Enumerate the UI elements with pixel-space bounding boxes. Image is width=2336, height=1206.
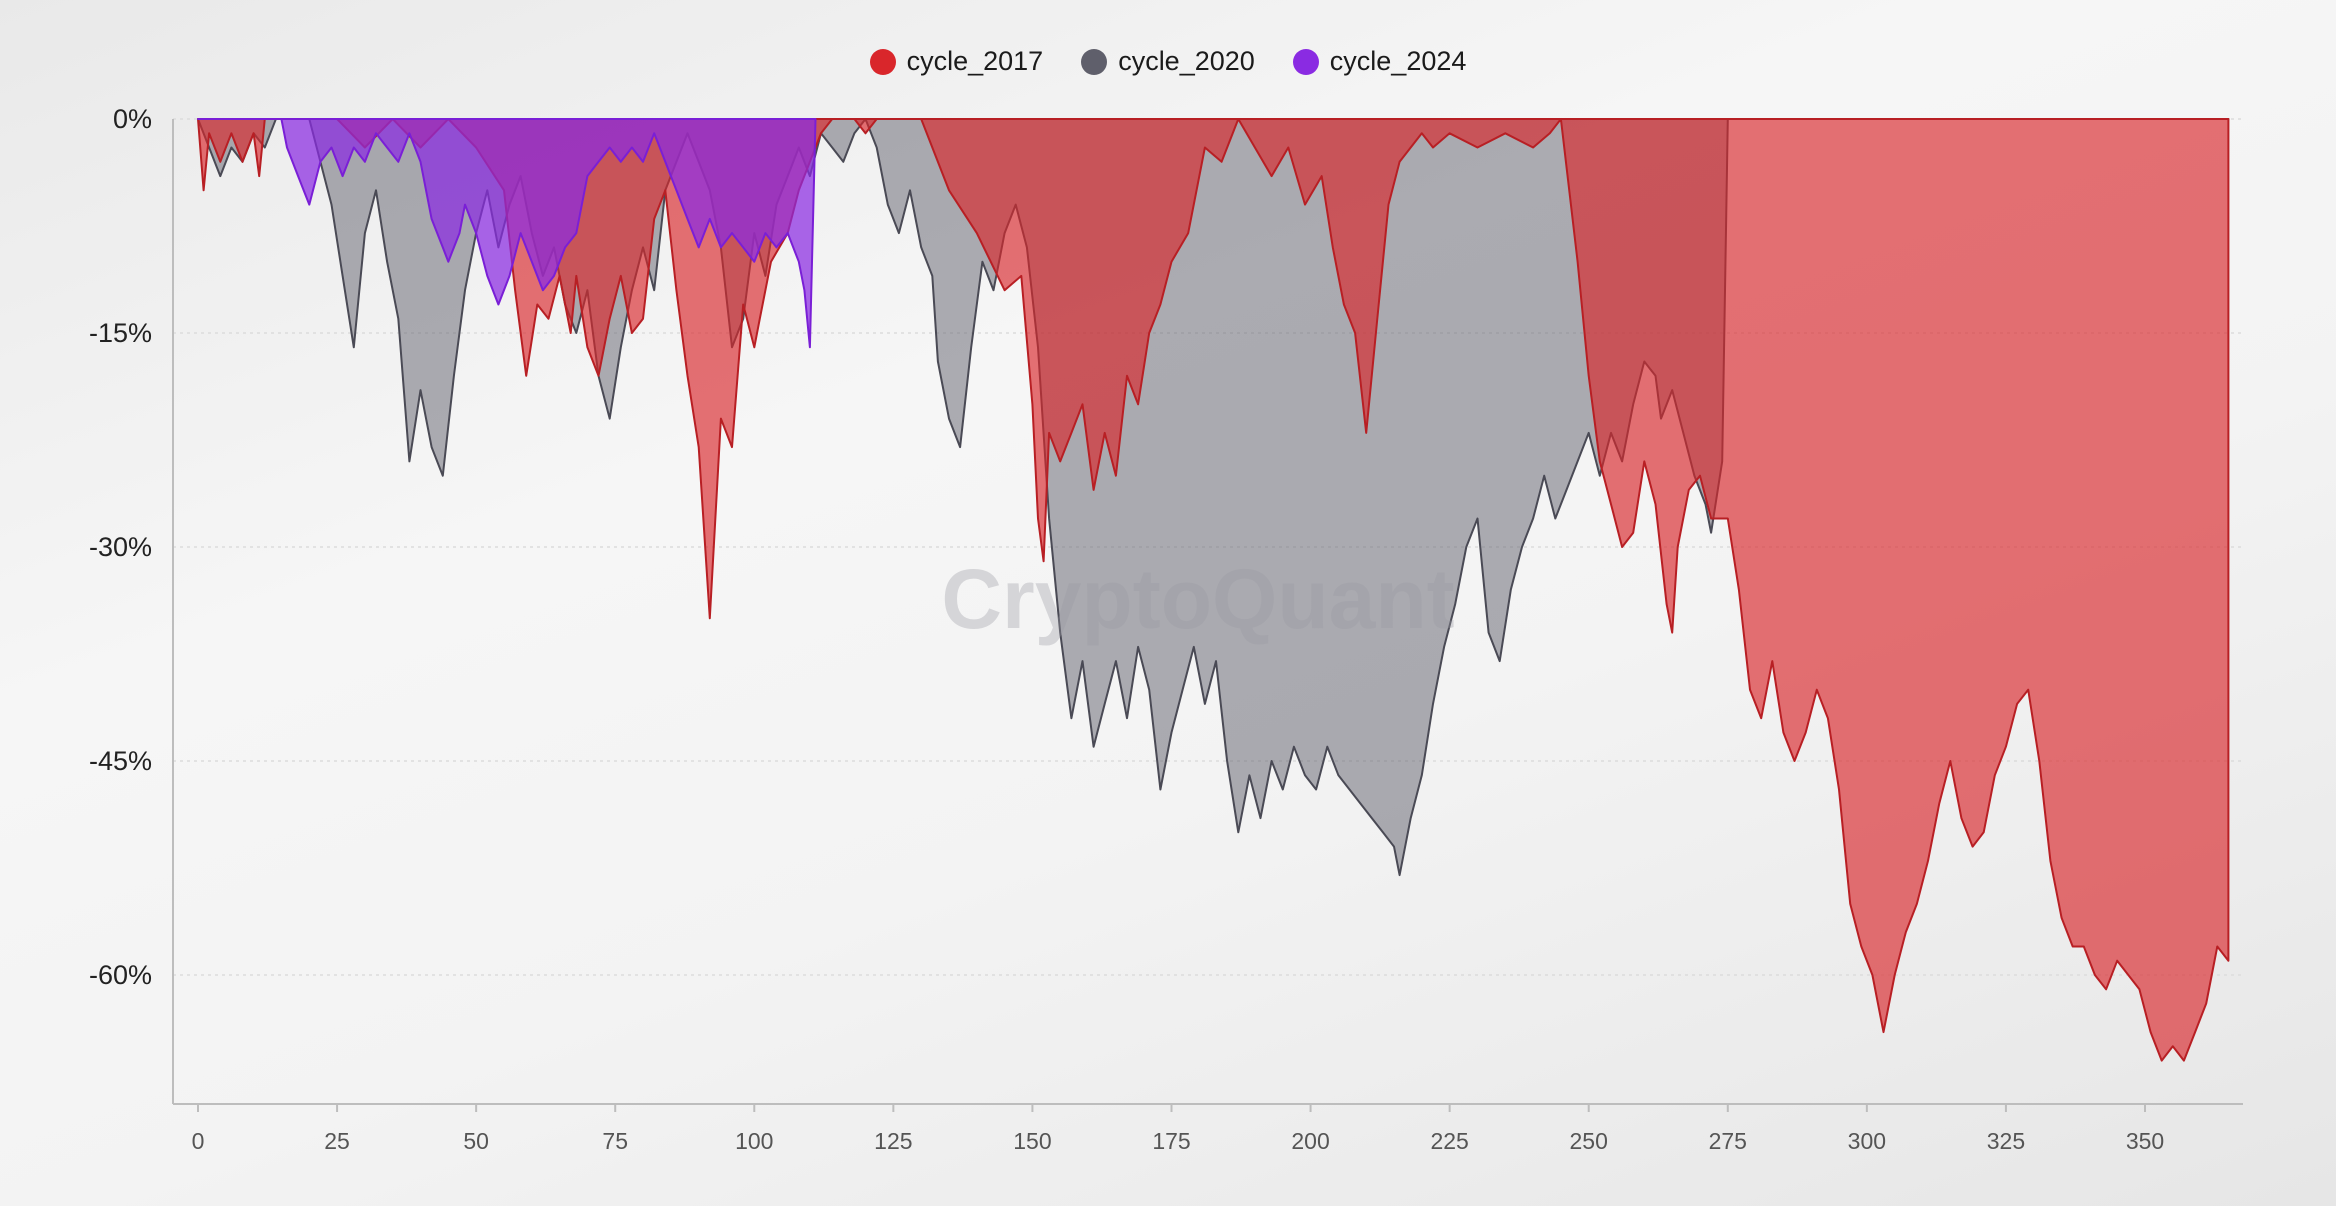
legend-item-cycle-2017[interactable]: cycle_2017: [869, 46, 1044, 77]
x-tick-label: 150: [1013, 1128, 1051, 1154]
y-tick-label: -15%: [89, 318, 152, 348]
x-tick-label: 25: [324, 1128, 350, 1154]
x-tick-label: 350: [2126, 1128, 2164, 1154]
legend-label-cycle-2024: cycle_2024: [1329, 46, 1467, 76]
x-tick-label: 325: [1987, 1128, 2025, 1154]
area-cycle-2024: [197, 118, 817, 349]
legend-label-cycle-2020: cycle_2020: [1118, 46, 1255, 76]
x-tick-label: 50: [463, 1128, 489, 1154]
series-areas: [197, 118, 2230, 1062]
axes: 0% -15% -30% -45% -60% 0 25 50 75 100 125 150 175 200…: [89, 104, 2243, 1154]
legend-item-cycle-2020[interactable]: cycle_2020: [1081, 46, 1255, 77]
y-tick-label: -60%: [89, 960, 152, 990]
legend-label-cycle-2017: cycle_2017: [906, 46, 1044, 76]
legend-swatch-cycle-2024: [1292, 48, 1319, 75]
x-tick-label: 225: [1430, 1128, 1468, 1154]
y-tick-label: -30%: [89, 532, 152, 562]
legend-swatch-cycle-2017: [869, 48, 896, 75]
legend-swatch-cycle-2020: [1081, 48, 1108, 75]
x-tick-label: 100: [735, 1128, 773, 1154]
x-tick-label: 300: [1848, 1128, 1886, 1154]
x-tick-label: 200: [1291, 1128, 1329, 1154]
watermark-text: CryptoQuant: [941, 552, 1454, 646]
x-tick-label: 75: [602, 1128, 628, 1154]
x-tick-label: 0: [192, 1128, 205, 1154]
y-tick-label: -45%: [89, 746, 152, 776]
y-tick-label: 0%: [113, 104, 152, 134]
chart-legend: cycle_2017 cycle_2020 cycle_2024: [0, 46, 2336, 77]
x-tick-label: 175: [1152, 1128, 1190, 1154]
area-cycle-2017: [197, 118, 2230, 1062]
x-tick-label: 250: [1570, 1128, 1608, 1154]
legend-item-cycle-2024[interactable]: cycle_2024: [1292, 46, 1467, 77]
x-tick-label: 275: [1709, 1128, 1747, 1154]
x-tick-label: 125: [874, 1128, 912, 1154]
